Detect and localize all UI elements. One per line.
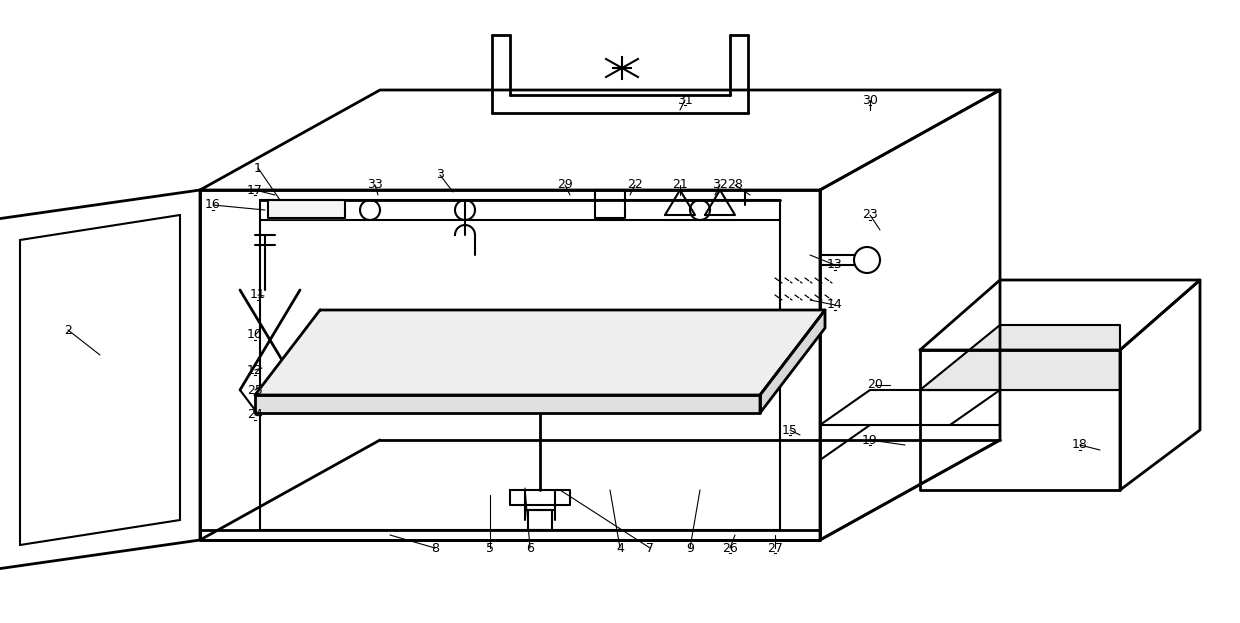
Text: 13: 13 [827, 259, 843, 272]
Text: 17: 17 [247, 184, 263, 196]
Text: 8: 8 [432, 541, 439, 554]
Text: 7: 7 [646, 541, 653, 554]
Text: 1: 1 [254, 161, 262, 174]
Text: 25: 25 [247, 384, 263, 396]
Polygon shape [920, 325, 1120, 390]
Text: 2: 2 [64, 323, 72, 336]
Text: 29: 29 [557, 179, 573, 191]
Text: 11: 11 [250, 288, 265, 302]
Text: 18: 18 [1073, 439, 1087, 452]
Text: 19: 19 [862, 434, 878, 447]
Text: 3: 3 [436, 168, 444, 181]
Text: 16: 16 [205, 199, 221, 211]
Text: 33: 33 [367, 179, 383, 191]
Polygon shape [255, 310, 825, 395]
Text: 4: 4 [616, 541, 624, 554]
Text: 6: 6 [526, 541, 534, 554]
Text: 32: 32 [712, 179, 728, 191]
Text: 26: 26 [722, 541, 738, 554]
Text: 21: 21 [672, 179, 688, 191]
Text: 5: 5 [486, 541, 494, 554]
Polygon shape [268, 200, 345, 218]
Polygon shape [255, 395, 760, 413]
Text: 15: 15 [782, 424, 797, 437]
Text: 9: 9 [686, 541, 694, 554]
Text: 27: 27 [768, 541, 782, 554]
Text: 22: 22 [627, 179, 642, 191]
Text: 20: 20 [867, 379, 883, 391]
Polygon shape [760, 310, 825, 413]
Text: 12: 12 [247, 363, 263, 376]
Text: 24: 24 [247, 409, 263, 422]
Text: 23: 23 [862, 209, 878, 222]
Text: 28: 28 [727, 179, 743, 191]
Text: 14: 14 [827, 298, 843, 312]
Text: 31: 31 [677, 93, 693, 107]
Text: 30: 30 [862, 93, 878, 107]
Text: 10: 10 [247, 328, 263, 341]
